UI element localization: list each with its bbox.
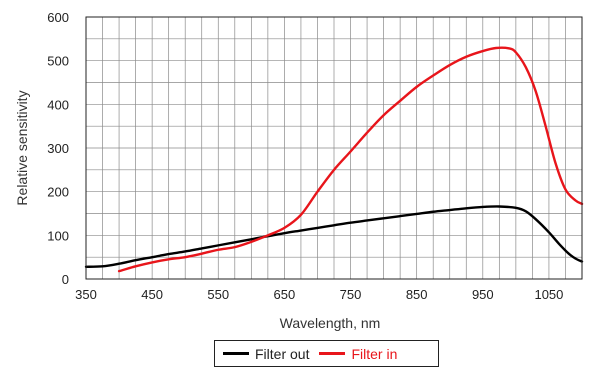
- y-axis-ticks: 0 100 200 300 400 500 600: [47, 10, 69, 287]
- legend: Filter out Filter in: [214, 340, 439, 367]
- y-tick-label: 600: [47, 10, 69, 25]
- x-tick-label: 950: [472, 287, 494, 302]
- x-tick-label: 650: [274, 287, 296, 302]
- y-tick-label: 0: [62, 272, 69, 287]
- series-line-filter-out: [84, 205, 584, 268]
- series-line-filter-in: [117, 46, 584, 273]
- y-tick-label: 400: [47, 97, 69, 112]
- x-tick-label: 450: [141, 287, 163, 302]
- legend-label-filter-in: Filter in: [351, 345, 398, 362]
- x-tick-label: 550: [207, 287, 229, 302]
- x-axis-label: Wavelength, nm: [280, 315, 381, 331]
- x-tick-label: 1050: [534, 287, 563, 302]
- grid: [85, 16, 583, 280]
- series-group: [84, 46, 584, 273]
- y-tick-label: 500: [47, 54, 69, 69]
- y-axis-label: Relative sensitivity: [14, 90, 30, 205]
- y-tick-label: 200: [47, 185, 69, 200]
- chart-svg: 350 450 550 650 750 850 950 1050 0 100 200 300 400 5…: [14, 10, 584, 331]
- legend-swatch-filter-out: [223, 352, 249, 355]
- x-tick-label: 350: [75, 287, 97, 302]
- legend-item-filter-out: Filter out: [223, 346, 309, 362]
- y-tick-label: 300: [47, 141, 69, 156]
- x-axis-ticks: 350 450 550 650 750 850 950 1050: [75, 287, 563, 302]
- plot-frame: [85, 16, 583, 280]
- legend-item-filter-in: Filter in: [319, 346, 397, 362]
- y-tick-label: 100: [47, 228, 69, 243]
- x-tick-label: 850: [406, 287, 428, 302]
- x-tick-label: 750: [340, 287, 362, 302]
- legend-swatch-filter-in: [319, 352, 346, 355]
- legend-label-filter-out: Filter out: [255, 345, 310, 362]
